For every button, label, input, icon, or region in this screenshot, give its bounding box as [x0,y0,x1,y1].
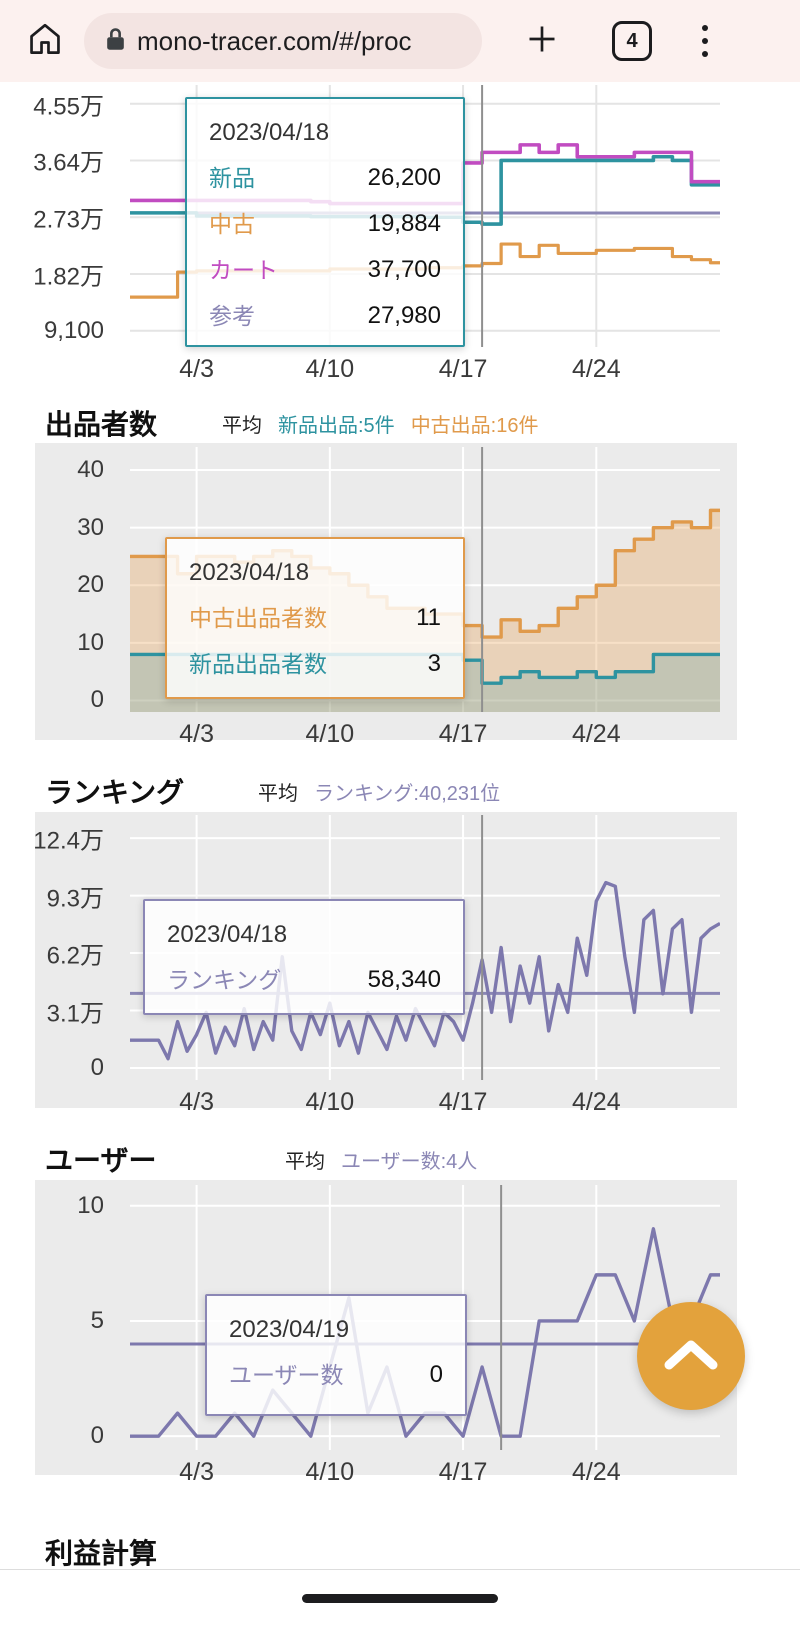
y-tick-label: 0 [90,1422,104,1450]
tooltip-row: 新品 26,200 [209,163,441,193]
series-value: 19,884 [367,210,441,237]
series-label: ランキング [167,967,282,993]
url-text: mono-tracer.com/#/proc [137,25,412,56]
new-tab-button[interactable] [522,19,562,64]
x-tick-label: 4/10 [305,1458,355,1486]
tooltip-row: ランキング 58,340 [167,965,441,995]
section-title-sellers: 出品者数 [45,409,158,440]
x-tick-label: 4/10 [305,1088,355,1116]
y-tick-label: 3.1万 [46,1000,104,1027]
x-tick-label: 4/17 [438,1458,488,1486]
y-tick-label: 5 [90,1306,104,1334]
menu-button[interactable] [696,19,714,63]
series-value: 37,700 [367,256,441,283]
series-label: カート [209,257,278,283]
url-bar[interactable]: mono-tracer.com/#/proc [84,13,482,69]
section-title-profit-partial: 利益計算 [45,1538,158,1569]
tooltip-ranking: 2023/04/18 ランキング 58,340 [143,899,465,1015]
series-label: 参考 [209,303,255,329]
sellers-average-row: 平均 新品出品:5件 中古出品:16件 [222,409,539,438]
x-tick-label: 4/3 [179,1458,214,1486]
y-tick-label: 30 [77,513,104,541]
series-value: 26,200 [367,164,441,191]
stat-new-sellers: 新品出品:5件 [278,415,395,437]
x-tick-label: 4/24 [571,355,621,383]
browser-toolbar: mono-tracer.com/#/proc 4 [0,0,800,82]
series-label: ユーザー数 [229,1362,344,1388]
series-label: 中古 [209,211,255,237]
tooltip-row: 中古出品者数 11 [189,603,441,633]
x-tick-label: 4/3 [179,1088,214,1116]
tooltip-date: 2023/04/18 [167,921,288,948]
series-label: 中古出品者数 [189,605,327,631]
y-tick-label: 40 [77,456,104,484]
tab-count: 4 [626,29,638,52]
chevron-up-icon [659,1335,723,1378]
x-tick-label: 4/24 [571,720,621,748]
y-tick-label: 6.2万 [46,942,104,970]
avg-label: 平均 [258,783,298,805]
tooltip-row: 参考 27,980 [209,301,441,331]
y-tick-label: 1.82万 [33,263,104,291]
x-tick-label: 4/3 [179,720,214,748]
plus-icon [522,19,562,64]
tooltip-row: 新品出品者数 3 [189,649,441,679]
series-value: 11 [416,604,441,631]
section-title-ranking: ランキング [45,777,185,808]
tooltip-users: 2023/04/19 ユーザー数 0 [205,1294,467,1416]
series-value: 3 [427,650,441,677]
gesture-handle[interactable] [302,1594,498,1603]
tab-switcher-button[interactable]: 4 [612,21,652,61]
x-tick-label: 4/17 [438,720,488,748]
series-label: 新品 [209,165,255,191]
y-tick-label: 10 [77,1191,104,1219]
avg-label: 平均 [285,1151,325,1173]
x-tick-label: 4/3 [179,355,214,383]
section-title-users: ユーザー [45,1145,157,1176]
y-tick-label: 9.3万 [46,885,104,913]
tooltip-date: 2023/04/19 [229,1316,350,1343]
y-tick-label: 12.4万 [33,827,104,855]
y-tick-label: 10 [77,628,104,656]
series-value: 58,340 [367,966,441,993]
tooltip-date: 2023/04/18 [209,119,330,146]
y-tick-label: 3.64万 [33,149,104,177]
series-value: 27,980 [367,302,441,329]
tooltip-date: 2023/04/18 [189,559,310,586]
x-tick-label: 4/10 [305,355,355,383]
avg-label: 平均 [222,415,262,437]
y-tick-label: 0 [90,1053,104,1081]
stat-ranking-average: ランキング:40,231位 [314,783,501,805]
stat-used-sellers: 中古出品:16件 [410,415,539,437]
series-value: 0 [429,1361,443,1388]
tooltip-price: 2023/04/18 新品 26,200 中古 19,884 カート 37,70… [185,97,465,347]
x-tick-label: 4/17 [438,1088,488,1116]
tooltip-row: 中古 19,884 [209,209,441,239]
stat-users-average: ユーザー数:4人 [341,1151,478,1173]
ranking-average-row: 平均 ランキング:40,231位 [258,777,500,806]
tooltip-row: カート 37,700 [209,255,441,285]
tooltip-sellers: 2023/04/18 中古出品者数 11 新品出品者数 3 [165,537,465,699]
menu-dots-icon [702,25,708,31]
x-tick-label: 4/10 [305,720,355,748]
scroll-to-top-button[interactable] [637,1302,745,1410]
users-average-row: 平均 ユーザー数:4人 [285,1145,477,1174]
y-tick-label: 2.73万 [33,206,104,234]
tooltip-row: ユーザー数 0 [229,1360,443,1390]
home-icon [26,20,64,63]
y-tick-label: 0 [90,686,104,714]
x-tick-label: 4/17 [438,355,488,383]
x-tick-label: 4/24 [571,1458,621,1486]
y-tick-label: 20 [77,571,104,599]
y-tick-label: 9,100 [43,316,104,344]
x-tick-label: 4/24 [571,1088,621,1116]
lock-icon [106,27,125,56]
y-tick-label: 4.55万 [33,93,104,121]
home-button[interactable] [26,20,64,63]
series-label: 新品出品者数 [189,651,327,677]
system-navigation-bar [0,1569,800,1640]
